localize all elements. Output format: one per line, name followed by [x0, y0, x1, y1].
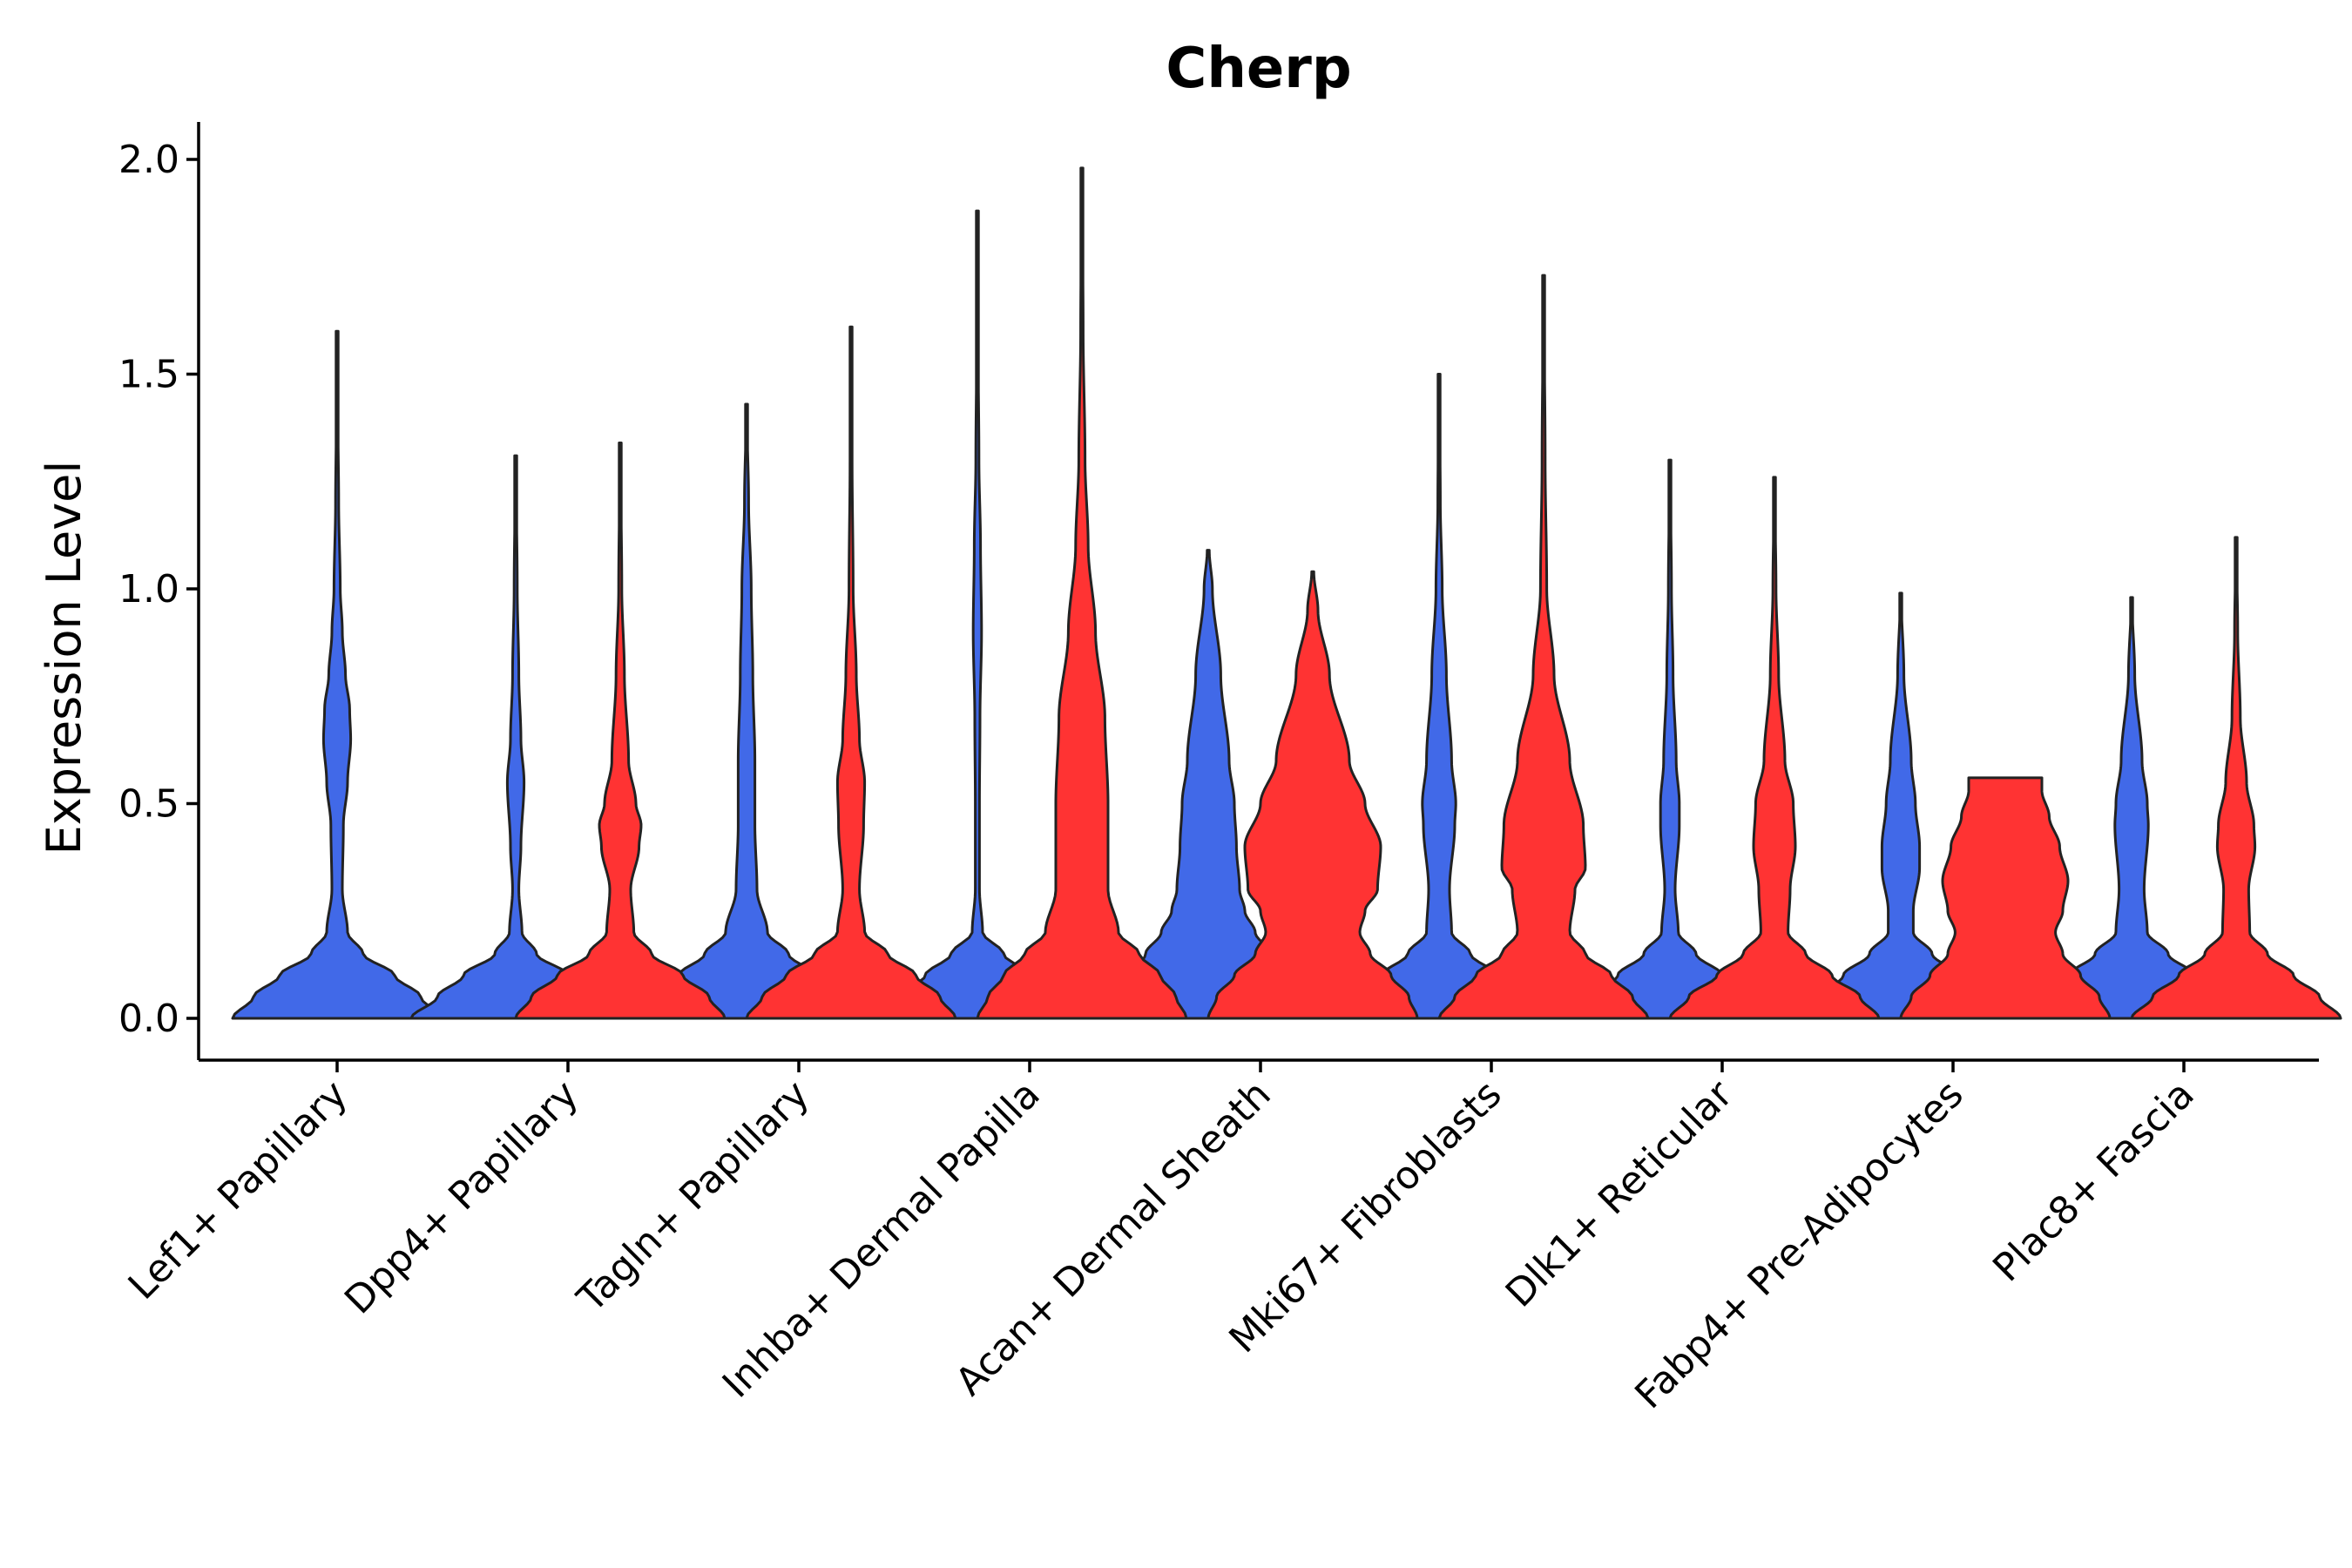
- y-tick-label: 2.0: [118, 138, 179, 182]
- y-axis-label: Expression Level: [37, 461, 91, 855]
- violin-group2-5: [1437, 274, 1650, 1020]
- violins-layer: [231, 166, 2342, 1020]
- violin-group1-7: [1794, 591, 2007, 1020]
- violin-group2-1: [514, 441, 727, 1020]
- violin-group1-2: [640, 402, 853, 1020]
- x-tick-label: Lef1+ Papillary: [120, 1072, 356, 1308]
- violin-group1-1: [409, 454, 622, 1020]
- violin-group2-2: [745, 325, 957, 1020]
- chart-title: Cherp: [1166, 37, 1351, 101]
- x-tick-label: Dlk1+ Reticular: [1497, 1071, 1742, 1316]
- violin-group2-4: [1206, 570, 1419, 1020]
- violin-group1-0: [231, 329, 443, 1020]
- violin-group1-3: [871, 209, 1084, 1020]
- violin-group2-8: [2130, 536, 2342, 1020]
- violin-group2-3: [976, 166, 1188, 1020]
- violin-group1-4: [1102, 549, 1315, 1020]
- y-tick-label: 1.0: [118, 567, 179, 612]
- violin-group1-8: [2025, 596, 2238, 1020]
- x-tick-label: Plac8+ Fascia: [1984, 1072, 2203, 1291]
- violin-group2-6: [1668, 476, 1881, 1020]
- y-tick-label: 0.0: [118, 997, 179, 1041]
- x-tick-label: Tagln+ Papillary: [569, 1072, 818, 1321]
- violin-group1-6: [1564, 458, 1776, 1020]
- y-tick-label: 0.5: [118, 782, 179, 827]
- y-tick-label: 1.5: [118, 353, 179, 397]
- violin-group1-5: [1333, 373, 1545, 1020]
- x-tick-label: Dpp4+ Papillary: [336, 1072, 587, 1323]
- violin-group2-7: [1899, 776, 2112, 1020]
